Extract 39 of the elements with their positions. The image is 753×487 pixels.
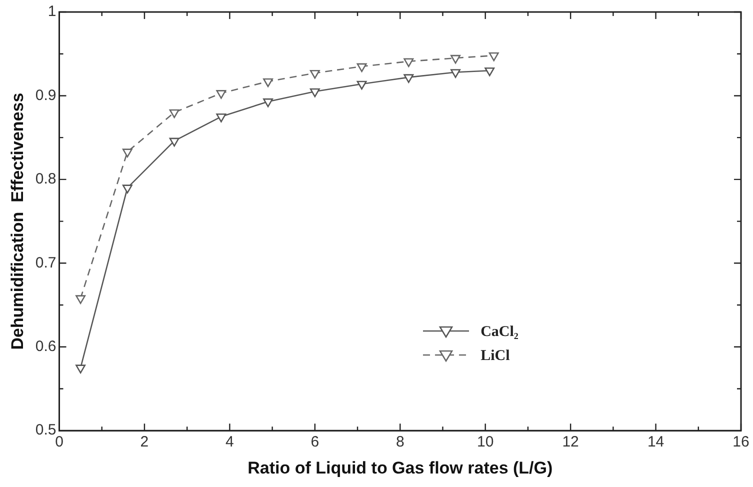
x-tick-label: 0 <box>55 434 64 451</box>
x-tick-label: 14 <box>647 434 664 451</box>
x-tick-label: 12 <box>562 434 579 451</box>
point <box>356 63 367 72</box>
point <box>216 114 226 122</box>
point <box>484 67 495 76</box>
x-axis-title: Ratio of Liquid to Gas flow rates (L/G) <box>248 458 553 478</box>
y-tick-label: 0.8 <box>35 170 56 188</box>
y-tick-label: 0.5 <box>35 422 56 439</box>
point <box>450 69 460 78</box>
x-tick-label: 4 <box>226 434 234 451</box>
point <box>263 98 274 108</box>
legend-label: LiCl <box>480 348 510 366</box>
point <box>488 52 499 62</box>
y-axis-title: Dehumidification Effectiveness <box>8 92 27 350</box>
point <box>76 364 86 374</box>
x-tick-label: 6 <box>310 434 320 451</box>
point <box>122 148 132 158</box>
point <box>310 88 320 98</box>
point <box>263 78 274 88</box>
legend-label: CaCl₂ <box>480 324 518 342</box>
y-tick-label: 0.6 <box>35 338 56 356</box>
point <box>404 58 414 68</box>
point <box>76 295 86 304</box>
point <box>450 54 460 64</box>
x-tick-label: 2 <box>140 434 149 451</box>
x-tick-label: 10 <box>477 434 494 451</box>
y-tick-label: 1 <box>48 3 56 20</box>
x-tick-label: 16 <box>732 434 750 451</box>
y-tick-label: 0.9 <box>35 86 56 104</box>
point <box>404 74 414 83</box>
point <box>169 109 180 118</box>
point <box>356 80 367 90</box>
point <box>169 138 180 147</box>
point <box>310 70 320 79</box>
y-tick-label: 0.7 <box>35 254 56 272</box>
point <box>216 90 226 99</box>
point <box>122 184 132 194</box>
x-tick-label: 8 <box>396 434 404 451</box>
